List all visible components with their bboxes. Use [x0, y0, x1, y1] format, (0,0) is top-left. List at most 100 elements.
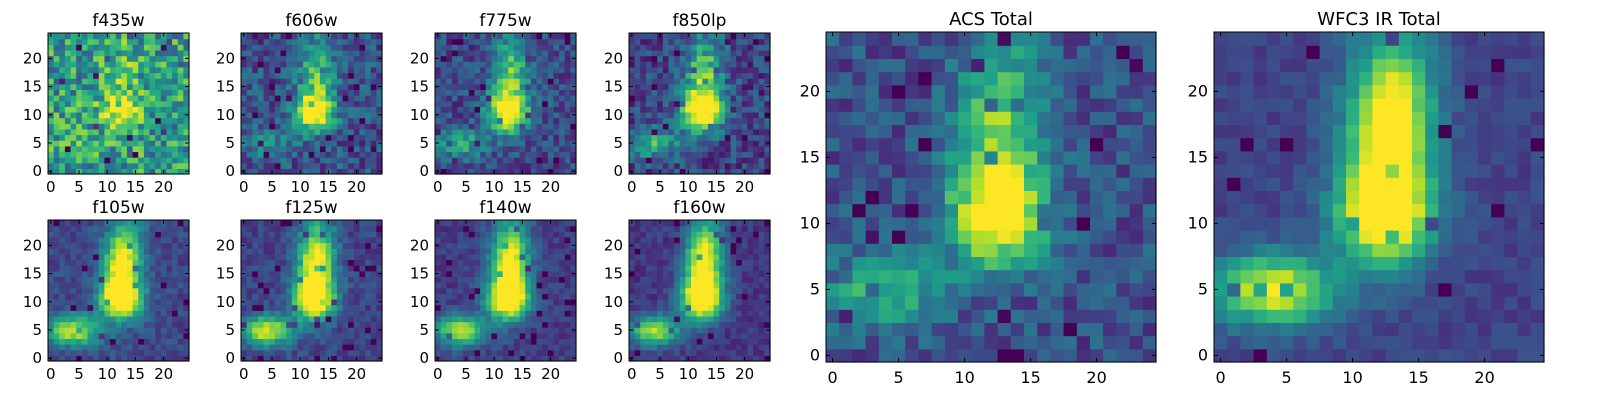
heatmap-cell [747, 61, 753, 67]
heatmap-cell [303, 305, 309, 311]
heatmap-cell [474, 248, 480, 254]
heatmap-cell [121, 344, 127, 350]
heatmap-cell [759, 89, 765, 95]
heatmap-cell [320, 265, 326, 271]
heatmap-cell [747, 310, 753, 316]
heatmap-cell [127, 72, 133, 78]
heatmap-cell [486, 146, 492, 152]
heatmap-cell [652, 282, 658, 288]
heatmap-cell [104, 316, 110, 322]
heatmap-cell [435, 67, 441, 73]
heatmap-cell [354, 350, 360, 356]
heatmap-cell [343, 67, 349, 73]
heatmap-cell [463, 293, 469, 299]
heatmap-cell [337, 338, 343, 344]
heatmap-cell [354, 248, 360, 254]
heatmap-cell [104, 78, 110, 84]
heatmap-cell [161, 237, 167, 243]
heatmap-cell [680, 101, 686, 107]
heatmap-cell [286, 123, 292, 129]
heatmap-cell [258, 226, 264, 232]
heatmap-cell [331, 237, 337, 243]
heatmap-cell [297, 72, 303, 78]
heatmap-cell [542, 33, 548, 39]
heatmap-cell [155, 276, 161, 282]
heatmap-cell [565, 350, 571, 356]
heatmap-cell [463, 44, 469, 50]
heatmap-cell [116, 316, 122, 322]
heatmap-cell [542, 157, 548, 163]
heatmap-cell [463, 67, 469, 73]
heatmap-cell [520, 248, 526, 254]
heatmap-cell [93, 84, 99, 90]
heatmap-cell [166, 288, 172, 294]
heatmap-cell [565, 56, 571, 62]
heatmap-cell [275, 322, 281, 328]
heatmap-cell [514, 265, 520, 271]
heatmap-cell [292, 322, 298, 328]
heatmap-cell [542, 305, 548, 311]
heatmap-cell [264, 271, 270, 277]
heatmap-cell [463, 84, 469, 90]
heatmap-cell [247, 316, 253, 322]
heatmap-cell [331, 44, 337, 50]
heatmap-cell [138, 135, 144, 141]
heatmap-cell [446, 310, 452, 316]
heatmap-cell [747, 101, 753, 107]
heatmap-cell [303, 140, 309, 146]
heatmap-cell [441, 67, 447, 73]
heatmap-cell [252, 135, 258, 141]
heatmap-cell [514, 282, 520, 288]
heatmap-cell [474, 95, 480, 101]
heatmap-cell [503, 123, 509, 129]
heatmap-cell [759, 129, 765, 135]
heatmap-cell [320, 140, 326, 146]
heatmap-cell [337, 344, 343, 350]
heatmap-cell [680, 293, 686, 299]
heatmap-cell [463, 135, 469, 141]
heatmap-cell [155, 84, 161, 90]
heatmap-cell [458, 350, 464, 356]
heatmap-cell [286, 67, 292, 73]
heatmap-cell [446, 322, 452, 328]
heatmap-cell [736, 89, 742, 95]
heatmap-cell [93, 78, 99, 84]
heatmap-cell [548, 259, 554, 265]
heatmap-cell [65, 338, 71, 344]
heatmap-cell [674, 288, 680, 294]
heatmap-cell [542, 310, 548, 316]
heatmap-cell [320, 39, 326, 45]
x-tick-label: 20 [347, 178, 366, 196]
heatmap-cell [292, 350, 298, 356]
heatmap-cell [441, 118, 447, 124]
heatmap-cell [99, 56, 105, 62]
heatmap-cell [452, 226, 458, 232]
heatmap-cell [365, 146, 371, 152]
heatmap-cell [458, 226, 464, 232]
heatmap-cell [674, 89, 680, 95]
heatmap-cell [286, 84, 292, 90]
heatmap-cell [247, 89, 253, 95]
heatmap-cell [759, 44, 765, 50]
heatmap-cell [435, 157, 441, 163]
heatmap-cell [54, 327, 60, 333]
heatmap-cell [110, 84, 116, 90]
heatmap-cell [441, 254, 447, 260]
heatmap-cell [559, 276, 565, 282]
heatmap-cell [65, 84, 71, 90]
heatmap-cell [635, 310, 641, 316]
heatmap-cell [314, 151, 320, 157]
heatmap-cell [247, 322, 253, 328]
heatmap-cell [314, 140, 320, 146]
heatmap-cell [371, 146, 377, 152]
heatmap-cell [280, 265, 286, 271]
heatmap-cell [354, 157, 360, 163]
heatmap-cell [742, 310, 748, 316]
heatmap-cell [508, 50, 514, 56]
heatmap-cell [435, 288, 441, 294]
heatmap-cell [65, 72, 71, 78]
heatmap-cell [565, 243, 571, 249]
heatmap-cell [161, 338, 167, 344]
heatmap-cell [503, 157, 509, 163]
heatmap-cell [742, 305, 748, 311]
